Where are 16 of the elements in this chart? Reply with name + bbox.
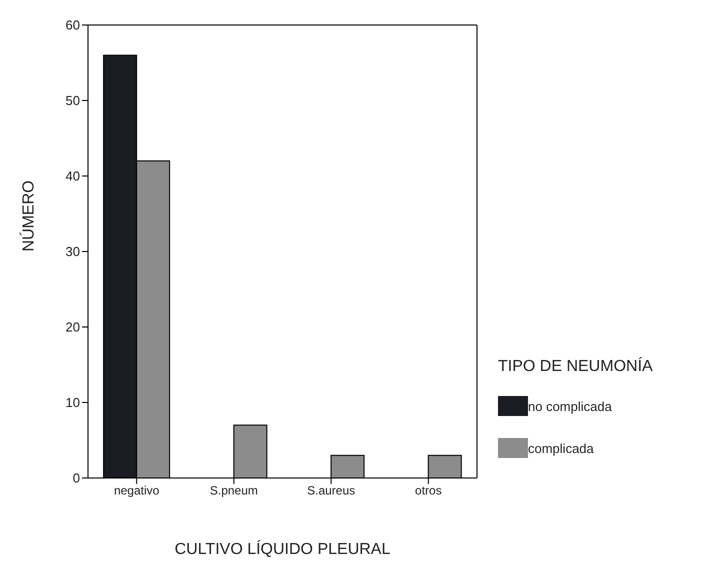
legend-title: TIPO DE NEUMONÍA [498, 358, 653, 376]
legend-label: no complicada [528, 398, 612, 414]
x-tick-label: otros [415, 484, 442, 498]
y-tick-label: 60 [66, 18, 80, 33]
y-tick-label: 10 [66, 395, 80, 410]
y-tick-label: 0 [72, 470, 80, 486]
y-tick-label: 40 [66, 168, 80, 184]
legend-label: complicada [528, 440, 594, 456]
y-tick-label: 30 [66, 244, 80, 260]
x-axis-title: CULTIVO LÍQUIDO PLEURAL [174, 540, 390, 558]
y-tick-label: 20 [66, 320, 80, 335]
x-tick-label: negativo [114, 484, 160, 498]
x-tick-label: S.aureus [307, 484, 356, 498]
y-tick-label: 50 [66, 93, 80, 108]
x-tick-label: S.pneum [210, 484, 258, 498]
y-axis-title: NÚMERO [20, 180, 38, 252]
